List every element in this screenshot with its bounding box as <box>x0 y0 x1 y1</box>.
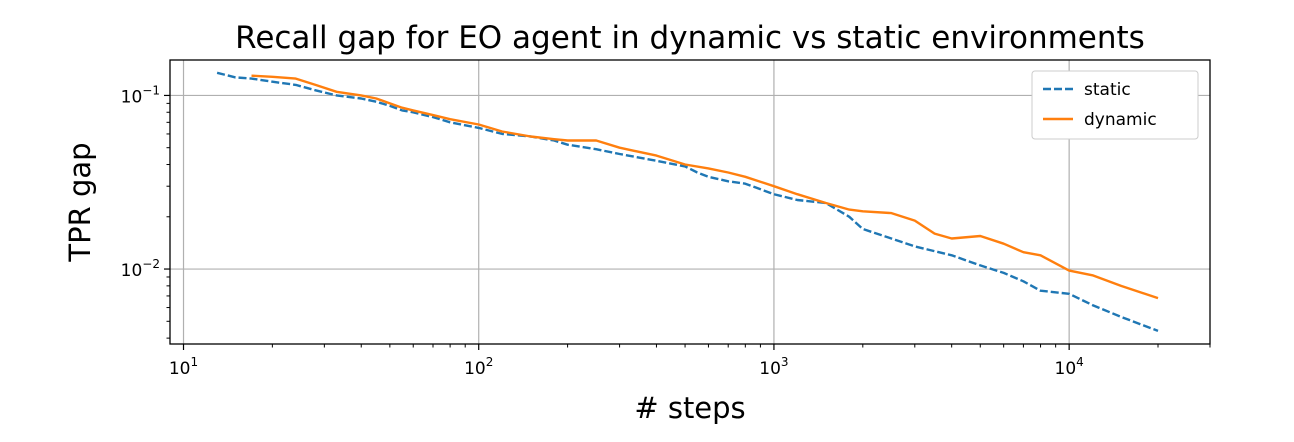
plot-series <box>216 71 1159 333</box>
y-axis-label: TPR gap <box>63 142 97 262</box>
x-axis-label: # steps <box>634 391 745 425</box>
chart-title: Recall gap for EO agent in dynamic vs st… <box>235 20 1145 56</box>
x-tick-label: 104 <box>1055 355 1084 379</box>
x-tick-label: 102 <box>464 355 493 379</box>
legend-box <box>1031 70 1199 140</box>
legend: static dynamic <box>1031 70 1199 140</box>
x-tick-label: 101 <box>169 355 198 379</box>
series-line-static <box>216 71 1159 333</box>
legend-label-static: static <box>1084 80 1131 100</box>
plot-frame <box>169 59 1211 345</box>
x-tick-label: 103 <box>759 355 788 379</box>
y-tick-label: 10−1 <box>121 83 160 107</box>
x-axis-ticks: 101 102 103 104 <box>169 344 1211 379</box>
series-line-dynamic <box>251 74 1159 300</box>
legend-label-dynamic: dynamic <box>1084 110 1157 130</box>
y-tick-label: 10−2 <box>121 257 160 281</box>
y-axis-ticks: 10−1 10−2 <box>121 83 170 339</box>
